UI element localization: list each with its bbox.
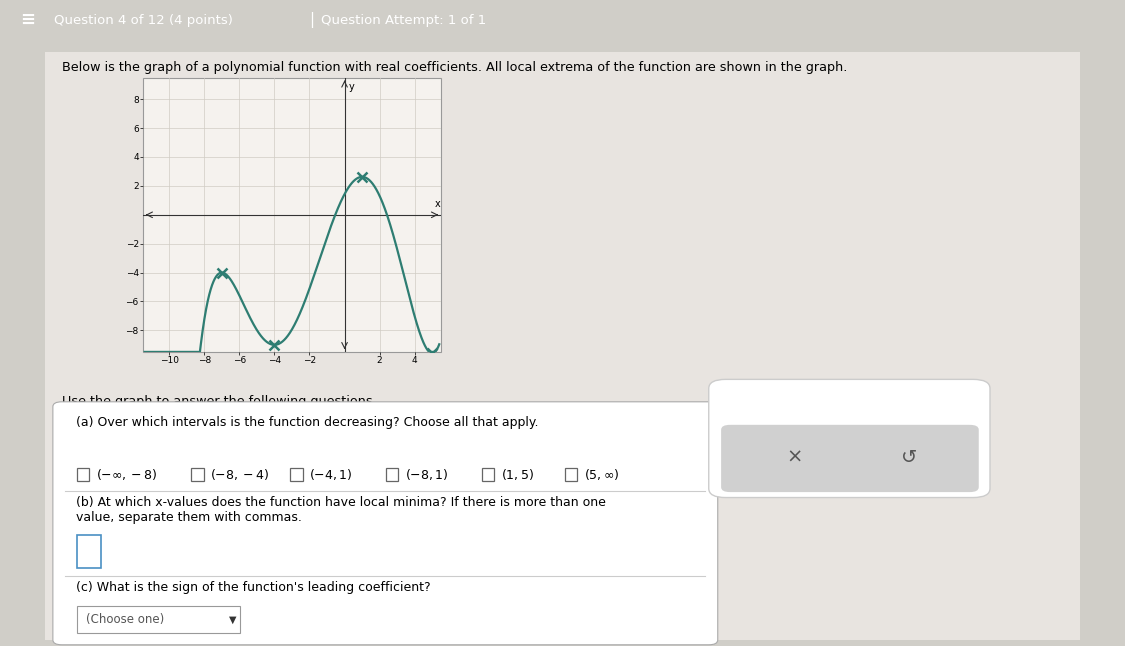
Text: Below is the graph of a polynomial function with real coefficients. All local ex: Below is the graph of a polynomial funct… xyxy=(62,61,847,74)
Text: $(5, \infty)$: $(5, \infty)$ xyxy=(584,467,620,482)
Bar xyxy=(76,468,89,481)
Text: Use the graph to answer the following questions.: Use the graph to answer the following qu… xyxy=(62,395,377,408)
Text: y: y xyxy=(349,82,354,92)
Text: Question 4 of 12 (4 points): Question 4 of 12 (4 points) xyxy=(54,14,233,26)
FancyBboxPatch shape xyxy=(709,379,990,497)
Text: x: x xyxy=(434,199,440,209)
Text: (c) What is the sign of the function's leading coefficient?: (c) What is the sign of the function's l… xyxy=(76,581,431,594)
Bar xyxy=(76,606,240,632)
Text: ↺: ↺ xyxy=(901,448,917,467)
Text: (b) At which x-values does the function have local minima? If there is more than: (b) At which x-values does the function … xyxy=(76,496,606,525)
Text: Question Attempt: 1 of 1: Question Attempt: 1 of 1 xyxy=(321,14,486,26)
FancyBboxPatch shape xyxy=(53,402,718,645)
Text: $(1, 5)$: $(1, 5)$ xyxy=(501,467,533,482)
Bar xyxy=(482,468,494,481)
Text: ≡: ≡ xyxy=(20,11,35,29)
Bar xyxy=(76,535,101,568)
Bar xyxy=(143,78,441,352)
Text: $(-8, 1)$: $(-8, 1)$ xyxy=(405,467,449,482)
Text: $(-4, 1)$: $(-4, 1)$ xyxy=(309,467,353,482)
Bar xyxy=(386,468,398,481)
Bar xyxy=(565,468,577,481)
Text: ▼: ▼ xyxy=(229,614,236,624)
Text: $(-8, -4)$: $(-8, -4)$ xyxy=(210,467,269,482)
Text: □□,...: □□,... xyxy=(742,401,787,413)
FancyBboxPatch shape xyxy=(721,425,979,492)
Text: $(-\infty, -8)$: $(-\infty, -8)$ xyxy=(96,467,156,482)
Text: (a) Over which intervals is the function decreasing? Choose all that apply.: (a) Over which intervals is the function… xyxy=(76,416,539,429)
Text: (Choose one): (Choose one) xyxy=(86,613,164,626)
Bar xyxy=(290,468,303,481)
Text: ×: × xyxy=(786,448,802,467)
Bar xyxy=(191,468,204,481)
Text: |: | xyxy=(309,12,315,28)
